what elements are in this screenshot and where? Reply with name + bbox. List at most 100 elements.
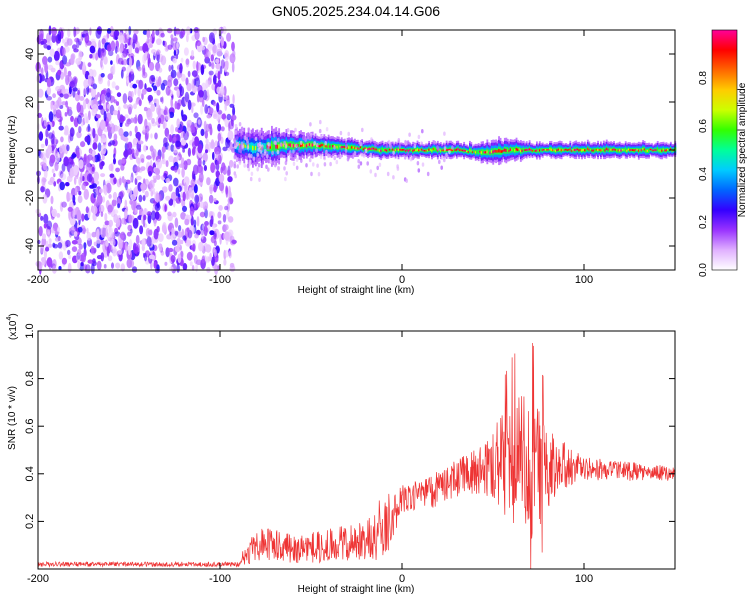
spectrogram-ridge-cell [372,147,375,150]
spectrogram-noise-cell [175,140,181,148]
spectrogram-noise-cell [113,133,118,142]
spectrogram-noise-cell [238,122,242,127]
spectrogram-noise-cell [208,107,214,115]
spectrogram-noise-cell [46,45,52,51]
spectrogram-noise-cell [299,140,303,146]
spectrogram-noise-cell [150,190,154,197]
spectrogram-noise-cell [199,201,206,208]
spectrogram-noise-cell [215,162,220,171]
spectrogram-noise-cell [196,40,201,47]
spectrogram-ridge-cell [466,150,468,153]
spectrogram-noise-cell [175,127,179,132]
spectrogram-noise-cell [277,154,281,160]
spectrogram-noise-cell [124,242,128,253]
spectrogram-ridge-cell [383,149,385,151]
spectrogram-noise-cell [96,114,101,119]
spectrogram-noise-cell [54,161,59,172]
spectrogram-noise-cell [142,30,148,35]
spectrogram-ridge-cell [426,149,429,152]
spectrogram-noise-cell [90,245,95,254]
spectrogram-noise-cell [231,61,235,73]
spectrogram-noise-cell [196,216,200,227]
spectrogram-noise-cell [315,152,318,158]
spectrogram-ridge-cell [498,148,500,153]
spectrogram-noise-cell [120,69,124,79]
spectrogram-noise-cell [139,225,144,235]
spectrogram-noise-cell [164,261,168,266]
spectrogram-noise-cell [194,180,199,185]
spectrogram-noise-cell [411,156,414,161]
spectrogram-ridge-cell [562,149,565,151]
spectrogram-noise-cell [56,226,61,233]
spectrogram-ridge-cell [489,151,492,155]
spectrogram-ridge-cell [415,149,417,152]
spectrogram-noise-cell [127,148,133,155]
spectrogram-noise-cell [168,198,174,206]
spectrogram-ridge-cell [368,147,371,150]
spectrogram-ridge-cell [451,149,454,152]
spectrogram-noise-cell [170,144,175,152]
spectrogram-ridge-cell [486,150,489,154]
spectrogram-ridge-cell [249,144,251,149]
spectrogram-noise-cell [208,70,214,76]
spectrogram-noise-cell [95,52,99,61]
spectrogram-ridge-cell [390,148,393,151]
spectrogram-noise-cell [149,179,155,190]
spectrogram-noise-cell [156,264,160,271]
spectrogram-noise-cell [347,131,351,137]
spectrogram-ridge-cell [349,146,352,150]
spectrogram-ridge-cell [658,149,661,152]
spectrogram-noise-cell [150,187,156,192]
spectrogram-ridge-cell [288,143,291,146]
snr-x-tick-label: 100 [575,573,593,585]
spectrogram-ridge-cell [600,149,602,152]
spectrogram-noise-cell [91,69,97,78]
spectrogram-noise-cell [73,231,78,237]
spectrogram-ridge-cell [434,148,436,150]
spectrogram-ridge-cell [413,149,416,151]
spectrogram-noise-cell [191,265,195,271]
spectrogram-noise-cell [243,135,247,140]
spectrogram-noise-cell [164,204,167,212]
spectrogram-ridge-cell [327,144,330,148]
snr-frame [37,330,676,570]
spectrogram-noise-cell [160,82,166,91]
spectrogram-noise-cell [198,97,204,103]
spectrogram-noise-cell [72,208,76,218]
spectrogram-noise-cell [46,32,51,44]
spectrogram-noise-cell [199,45,206,51]
spectrogram-noise-cell [42,162,47,171]
spectrogram-noise-cell [208,32,215,44]
spectrogram-ridge-cell [624,148,627,151]
spectrogram-noise-cell [292,161,296,166]
spectrogram-noise-cell [110,67,114,73]
spectrogram-noise-cell [209,126,213,136]
spectrogram-ridge-cell [464,150,467,152]
spectrogram-ridge-cell [524,149,527,151]
spectrogram-noise-cell [115,262,121,269]
spectrogram-ridge-cell [665,149,668,152]
svg-text:(x104): (x104) [6,313,19,340]
spectrogram-noise-cell [175,28,181,35]
spectrogram-noise-cell [86,232,92,241]
spectrogram-noise-cell [174,100,178,110]
spectrogram-noise-cell [166,27,173,34]
spectrogram-ridge-cell [632,149,634,151]
spectrogram-noise-cell [117,57,124,65]
spectrogram-noise-cell [43,117,48,127]
spectrogram-noise-cell [96,260,102,270]
spectrogram-noise-cell [77,89,80,96]
spectrogram-noise-cell [325,149,328,155]
spectrogram-noise-cell [173,177,179,187]
spectrogram-noise-cell [206,89,210,97]
spectrogram-noise-cell [92,128,96,139]
spectrogram-ridge-cell [519,149,522,153]
spectrogram-noise-cell [189,206,194,217]
spectrogram-ridge-cell [501,150,503,153]
spectrogram-ridge-cell [642,148,645,151]
spectrogram-noise-cell [71,240,78,245]
snr-multiplier-close: ) [8,313,19,316]
spectrogram-noise-cell [176,118,180,128]
spectrogram-noise-cell [224,52,228,58]
spectrogram-noise-cell [155,167,160,175]
